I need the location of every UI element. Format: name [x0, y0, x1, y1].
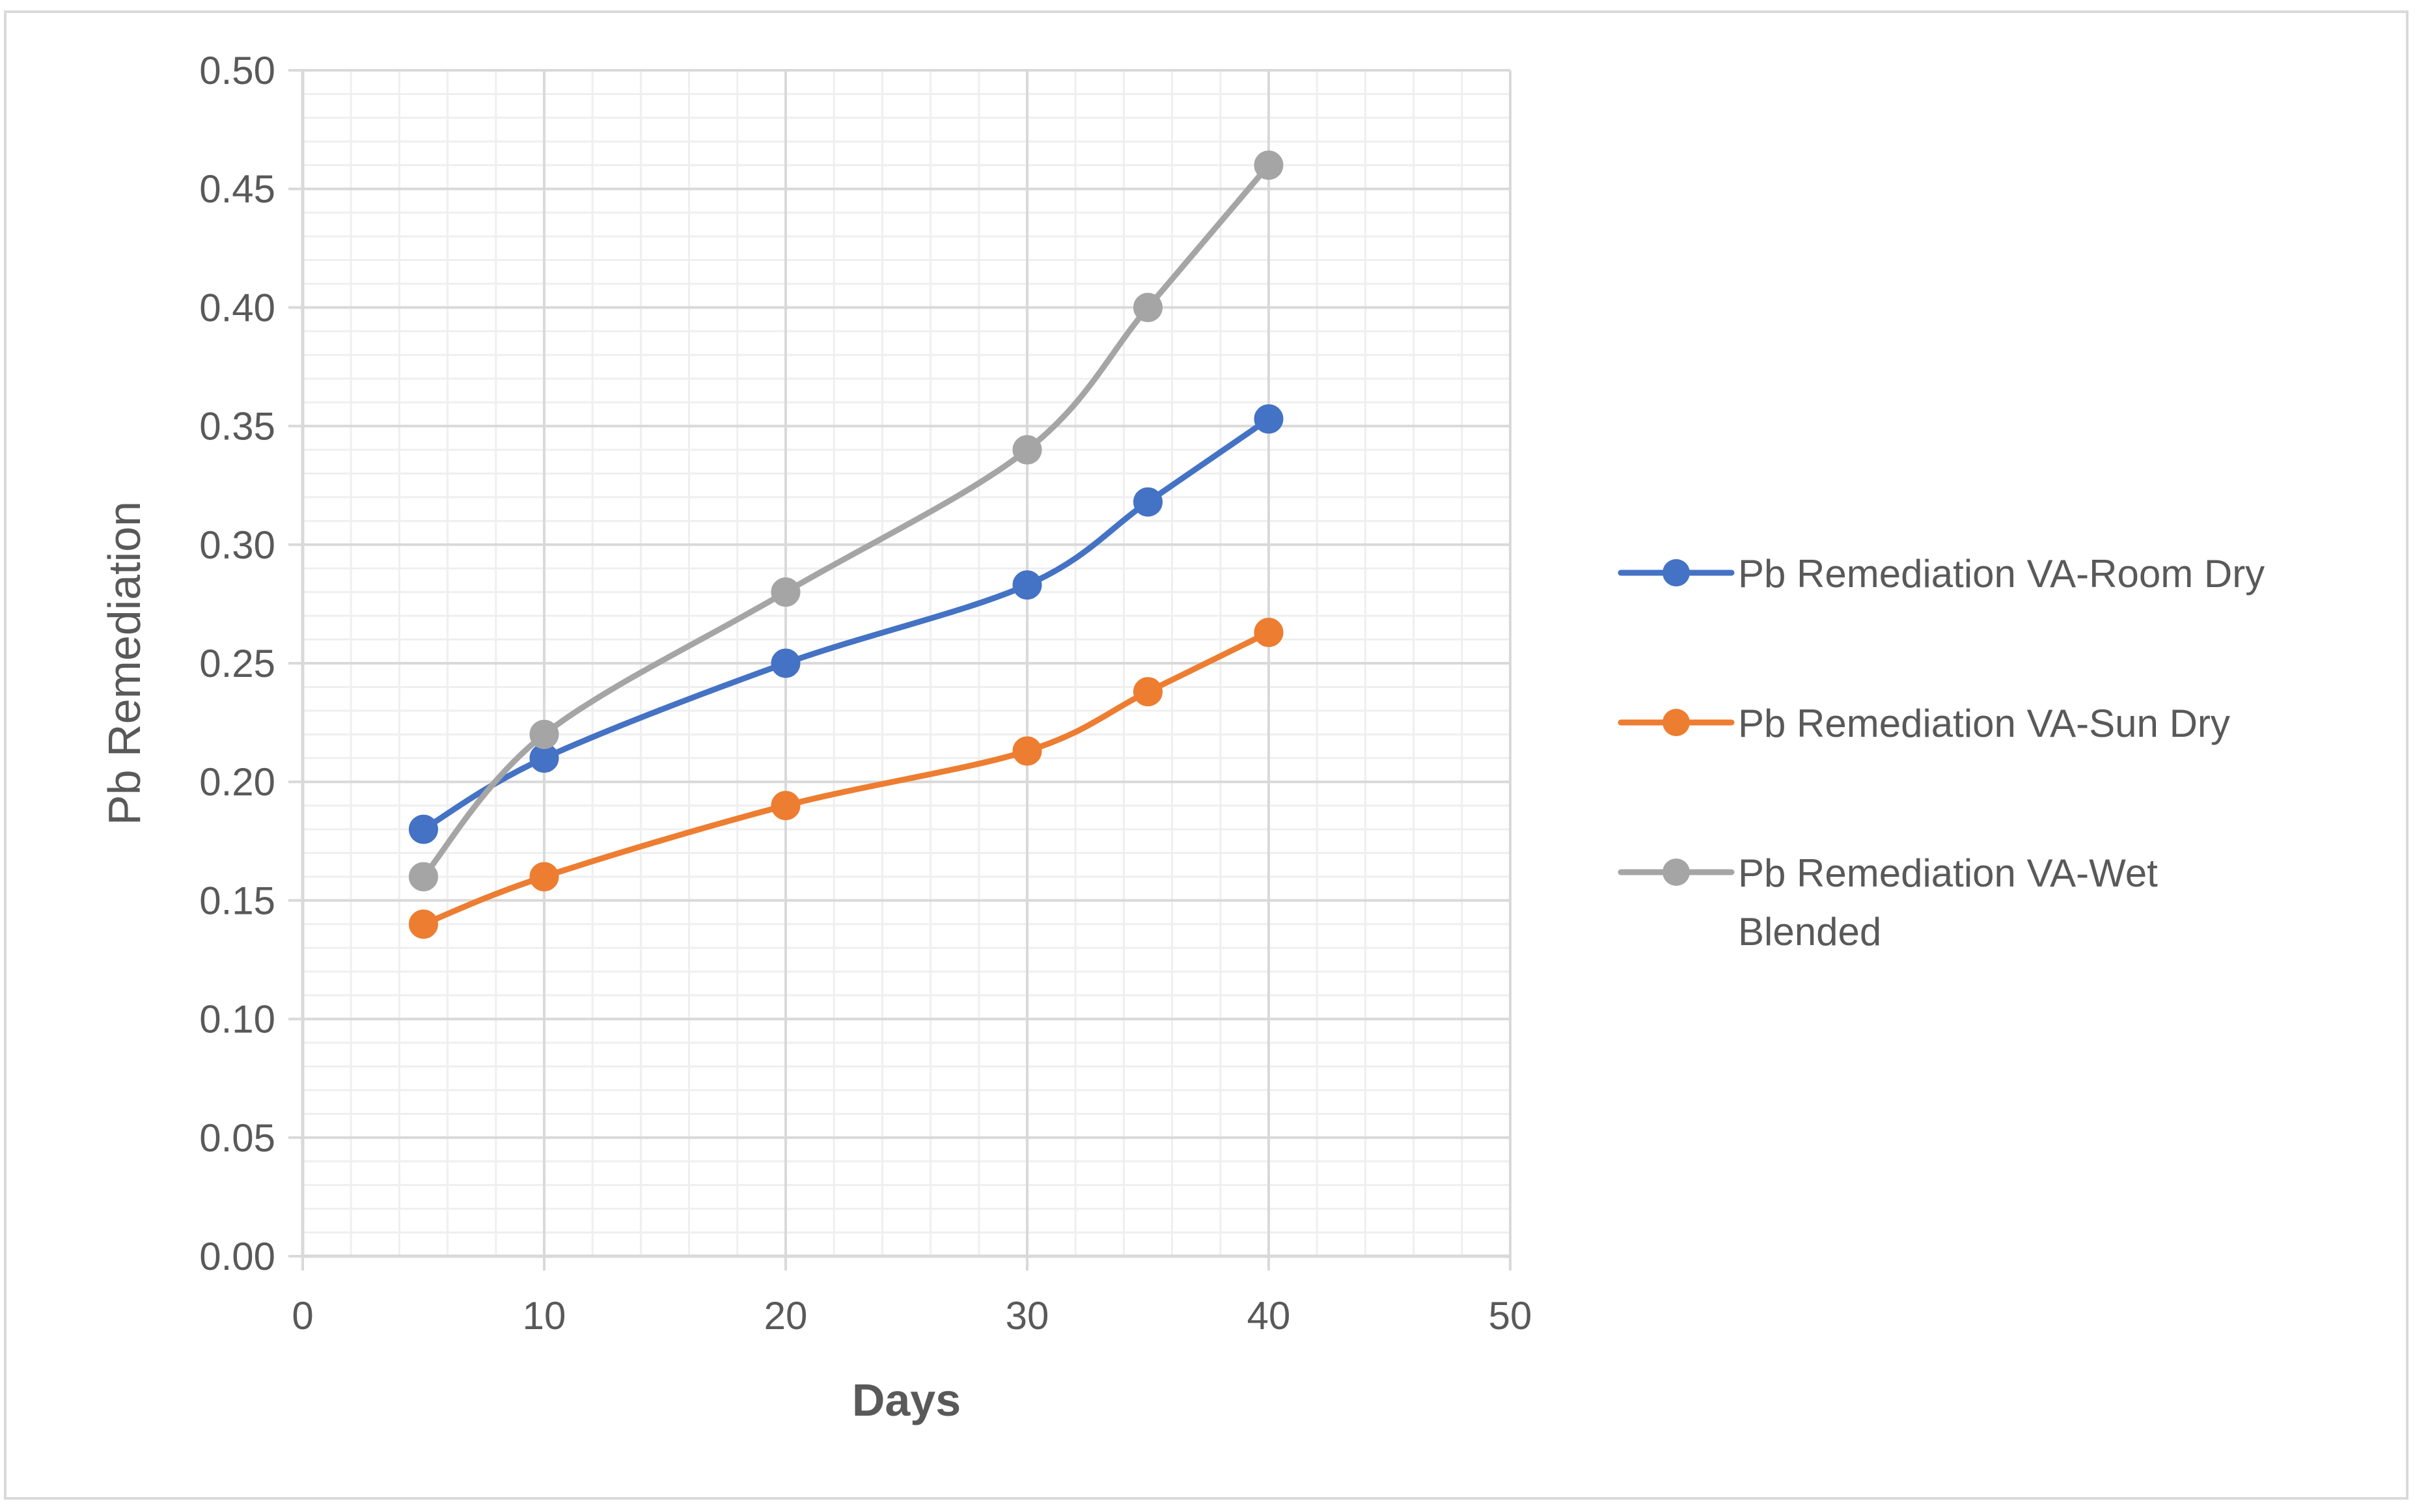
data-point-marker [1133, 292, 1163, 322]
legend-label: Blended [1738, 910, 1881, 954]
x-tick-label: 0 [292, 1294, 313, 1338]
y-tick-label: 0.10 [199, 998, 275, 1041]
data-point-marker [771, 791, 801, 821]
y-tick-label: 0.45 [199, 167, 275, 211]
data-point-marker [1254, 618, 1284, 648]
data-point-marker [409, 909, 438, 939]
axes [288, 69, 1511, 1271]
legend-marker [1663, 559, 1690, 586]
x-tick-label: 10 [523, 1294, 566, 1338]
y-tick-label: 0.20 [199, 760, 275, 804]
data-point-marker [409, 814, 438, 844]
data-point-marker [771, 648, 801, 678]
data-point-marker [529, 862, 559, 892]
series-layer [409, 150, 1284, 939]
legend: Pb Remediation VA-Room Dry Pb Remediation… [1618, 552, 2265, 954]
data-point-marker [1133, 487, 1163, 517]
x-tick-labels: 0 10 20 30 40 50 [292, 1294, 1532, 1338]
data-point-marker [1012, 570, 1042, 600]
data-point-marker [1254, 404, 1284, 434]
y-axis-title: Pb Remediation [99, 501, 150, 825]
y-tick-label: 0.25 [199, 642, 275, 685]
series-3 [409, 150, 1284, 892]
y-tick-label: 0.50 [199, 49, 275, 92]
data-point-marker [1254, 150, 1284, 180]
y-tick-label: 0.00 [199, 1235, 275, 1278]
y-tick-label: 0.35 [199, 405, 275, 448]
legend-label: Pb Remediation VA-Sun Dry [1738, 702, 2230, 745]
y-tick-label: 0.15 [199, 879, 275, 922]
x-tick-label: 30 [1006, 1294, 1049, 1338]
x-axis-title: Days [852, 1375, 961, 1425]
x-tick-label: 40 [1247, 1294, 1291, 1338]
y-tick-label: 0.05 [199, 1116, 275, 1160]
data-point-marker [1012, 736, 1042, 766]
y-tick-labels: 0.00 0.05 0.10 0.15 0.20 0.25 0.30 0.35 0.40 0.45… [199, 49, 275, 1278]
legend-marker [1663, 709, 1690, 736]
data-point-marker [1012, 435, 1042, 465]
y-tick-label: 0.30 [199, 523, 275, 567]
data-point-marker [409, 862, 438, 892]
y-tick-label: 0.40 [199, 286, 275, 329]
data-point-marker [1133, 677, 1163, 707]
data-point-marker [771, 577, 801, 607]
legend-entry: Pb Remediation VA-Room Dry [1618, 552, 2265, 596]
series-1 [409, 404, 1284, 844]
legend-label: Pb Remediation VA-Wet [1738, 851, 2158, 895]
legend-marker [1663, 859, 1690, 886]
x-tick-label: 50 [1489, 1294, 1532, 1338]
series-2 [409, 618, 1284, 939]
data-point-marker [529, 719, 559, 749]
x-tick-label: 20 [764, 1294, 808, 1338]
legend-entry: Pb Remediation VA-Sun Dry [1618, 702, 2230, 745]
legend-entry: Pb Remediation VA-Wet Blended [1618, 851, 2158, 954]
legend-label: Pb Remediation VA-Room Dry [1738, 552, 2265, 596]
